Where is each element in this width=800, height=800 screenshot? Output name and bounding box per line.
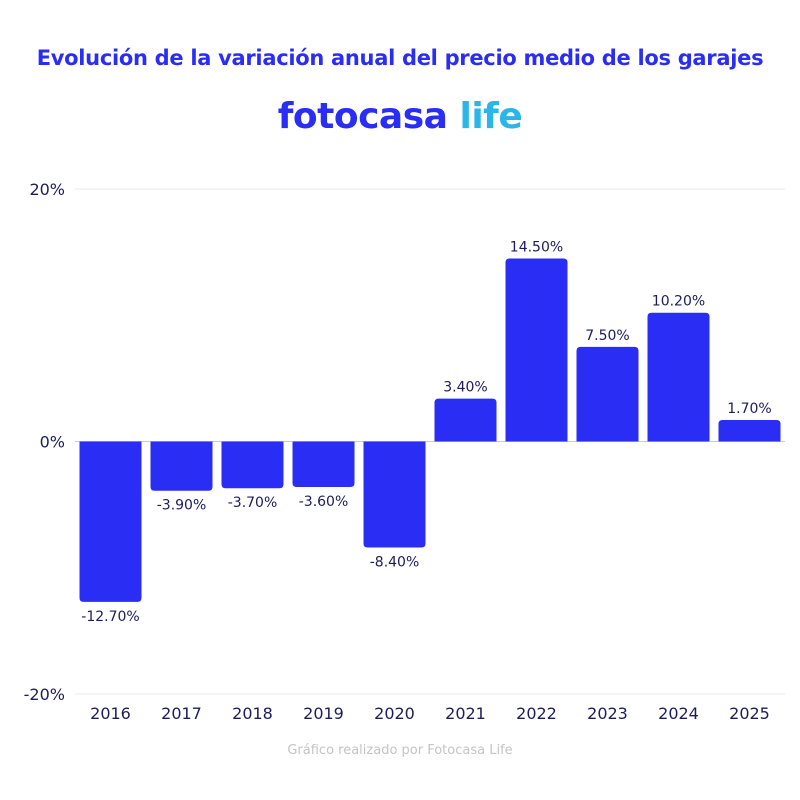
data-label: 3.40% [443,380,487,396]
bar [576,346,639,442]
fotocasa-life-logo: fotocasa life [0,96,800,137]
bar [221,441,284,489]
bar [79,441,142,602]
bar [363,441,426,548]
bar [434,398,497,442]
x-tick-label: 2020 [374,704,415,723]
data-label: 7.50% [585,328,629,344]
data-label: -8.40% [370,555,420,571]
bar [505,258,568,442]
bar [718,420,781,442]
data-label: -3.60% [299,494,349,510]
x-tick-label: 2025 [729,704,770,723]
data-label: 1.70% [727,401,771,417]
x-tick-label: 2016 [90,704,131,723]
chart-credit: Gráfico realizado por Fotocasa Life [287,743,513,758]
data-label: 10.20% [652,294,705,310]
x-tick-label: 2017 [161,704,202,723]
bar [150,441,213,491]
x-tick-label: 2021 [445,704,486,723]
data-label: -3.90% [157,498,207,514]
x-tick-label: 2023 [587,704,628,723]
data-label: -12.70% [81,609,139,625]
x-tick-label: 2019 [303,704,344,723]
data-label: -3.70% [228,495,278,511]
x-tick-label: 2024 [658,704,699,723]
y-tick-label: -20% [24,685,65,704]
y-tick-label: 0% [40,433,65,452]
logo-accent-text: life [459,96,523,137]
bar [647,312,710,442]
bar [292,441,355,487]
logo-main-text: fotocasa [277,96,448,137]
x-tick-label: 2018 [232,704,273,723]
x-tick-label: 2022 [516,704,557,723]
chart-title: Evolución de la variación anual del prec… [36,46,764,70]
data-label: 14.50% [510,239,563,255]
y-tick-label: 20% [29,180,65,199]
